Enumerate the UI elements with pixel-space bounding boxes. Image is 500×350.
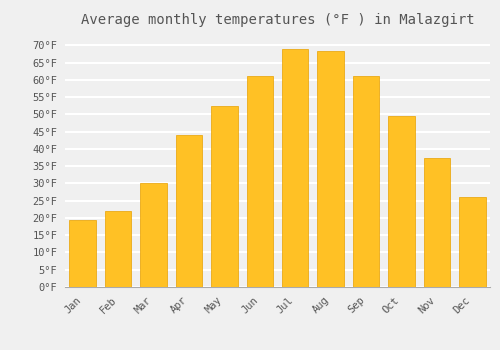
Bar xyxy=(176,135,202,287)
Bar xyxy=(70,220,96,287)
Bar xyxy=(424,158,450,287)
Bar xyxy=(105,211,132,287)
Bar xyxy=(140,183,167,287)
Bar xyxy=(282,49,308,287)
Bar xyxy=(211,106,238,287)
Bar xyxy=(353,76,380,287)
Title: Average monthly temperatures (°F ) in Malazgirt: Average monthly temperatures (°F ) in Ma… xyxy=(80,13,474,27)
Bar xyxy=(388,116,414,287)
Bar xyxy=(318,50,344,287)
Bar xyxy=(246,76,273,287)
Bar xyxy=(459,197,485,287)
